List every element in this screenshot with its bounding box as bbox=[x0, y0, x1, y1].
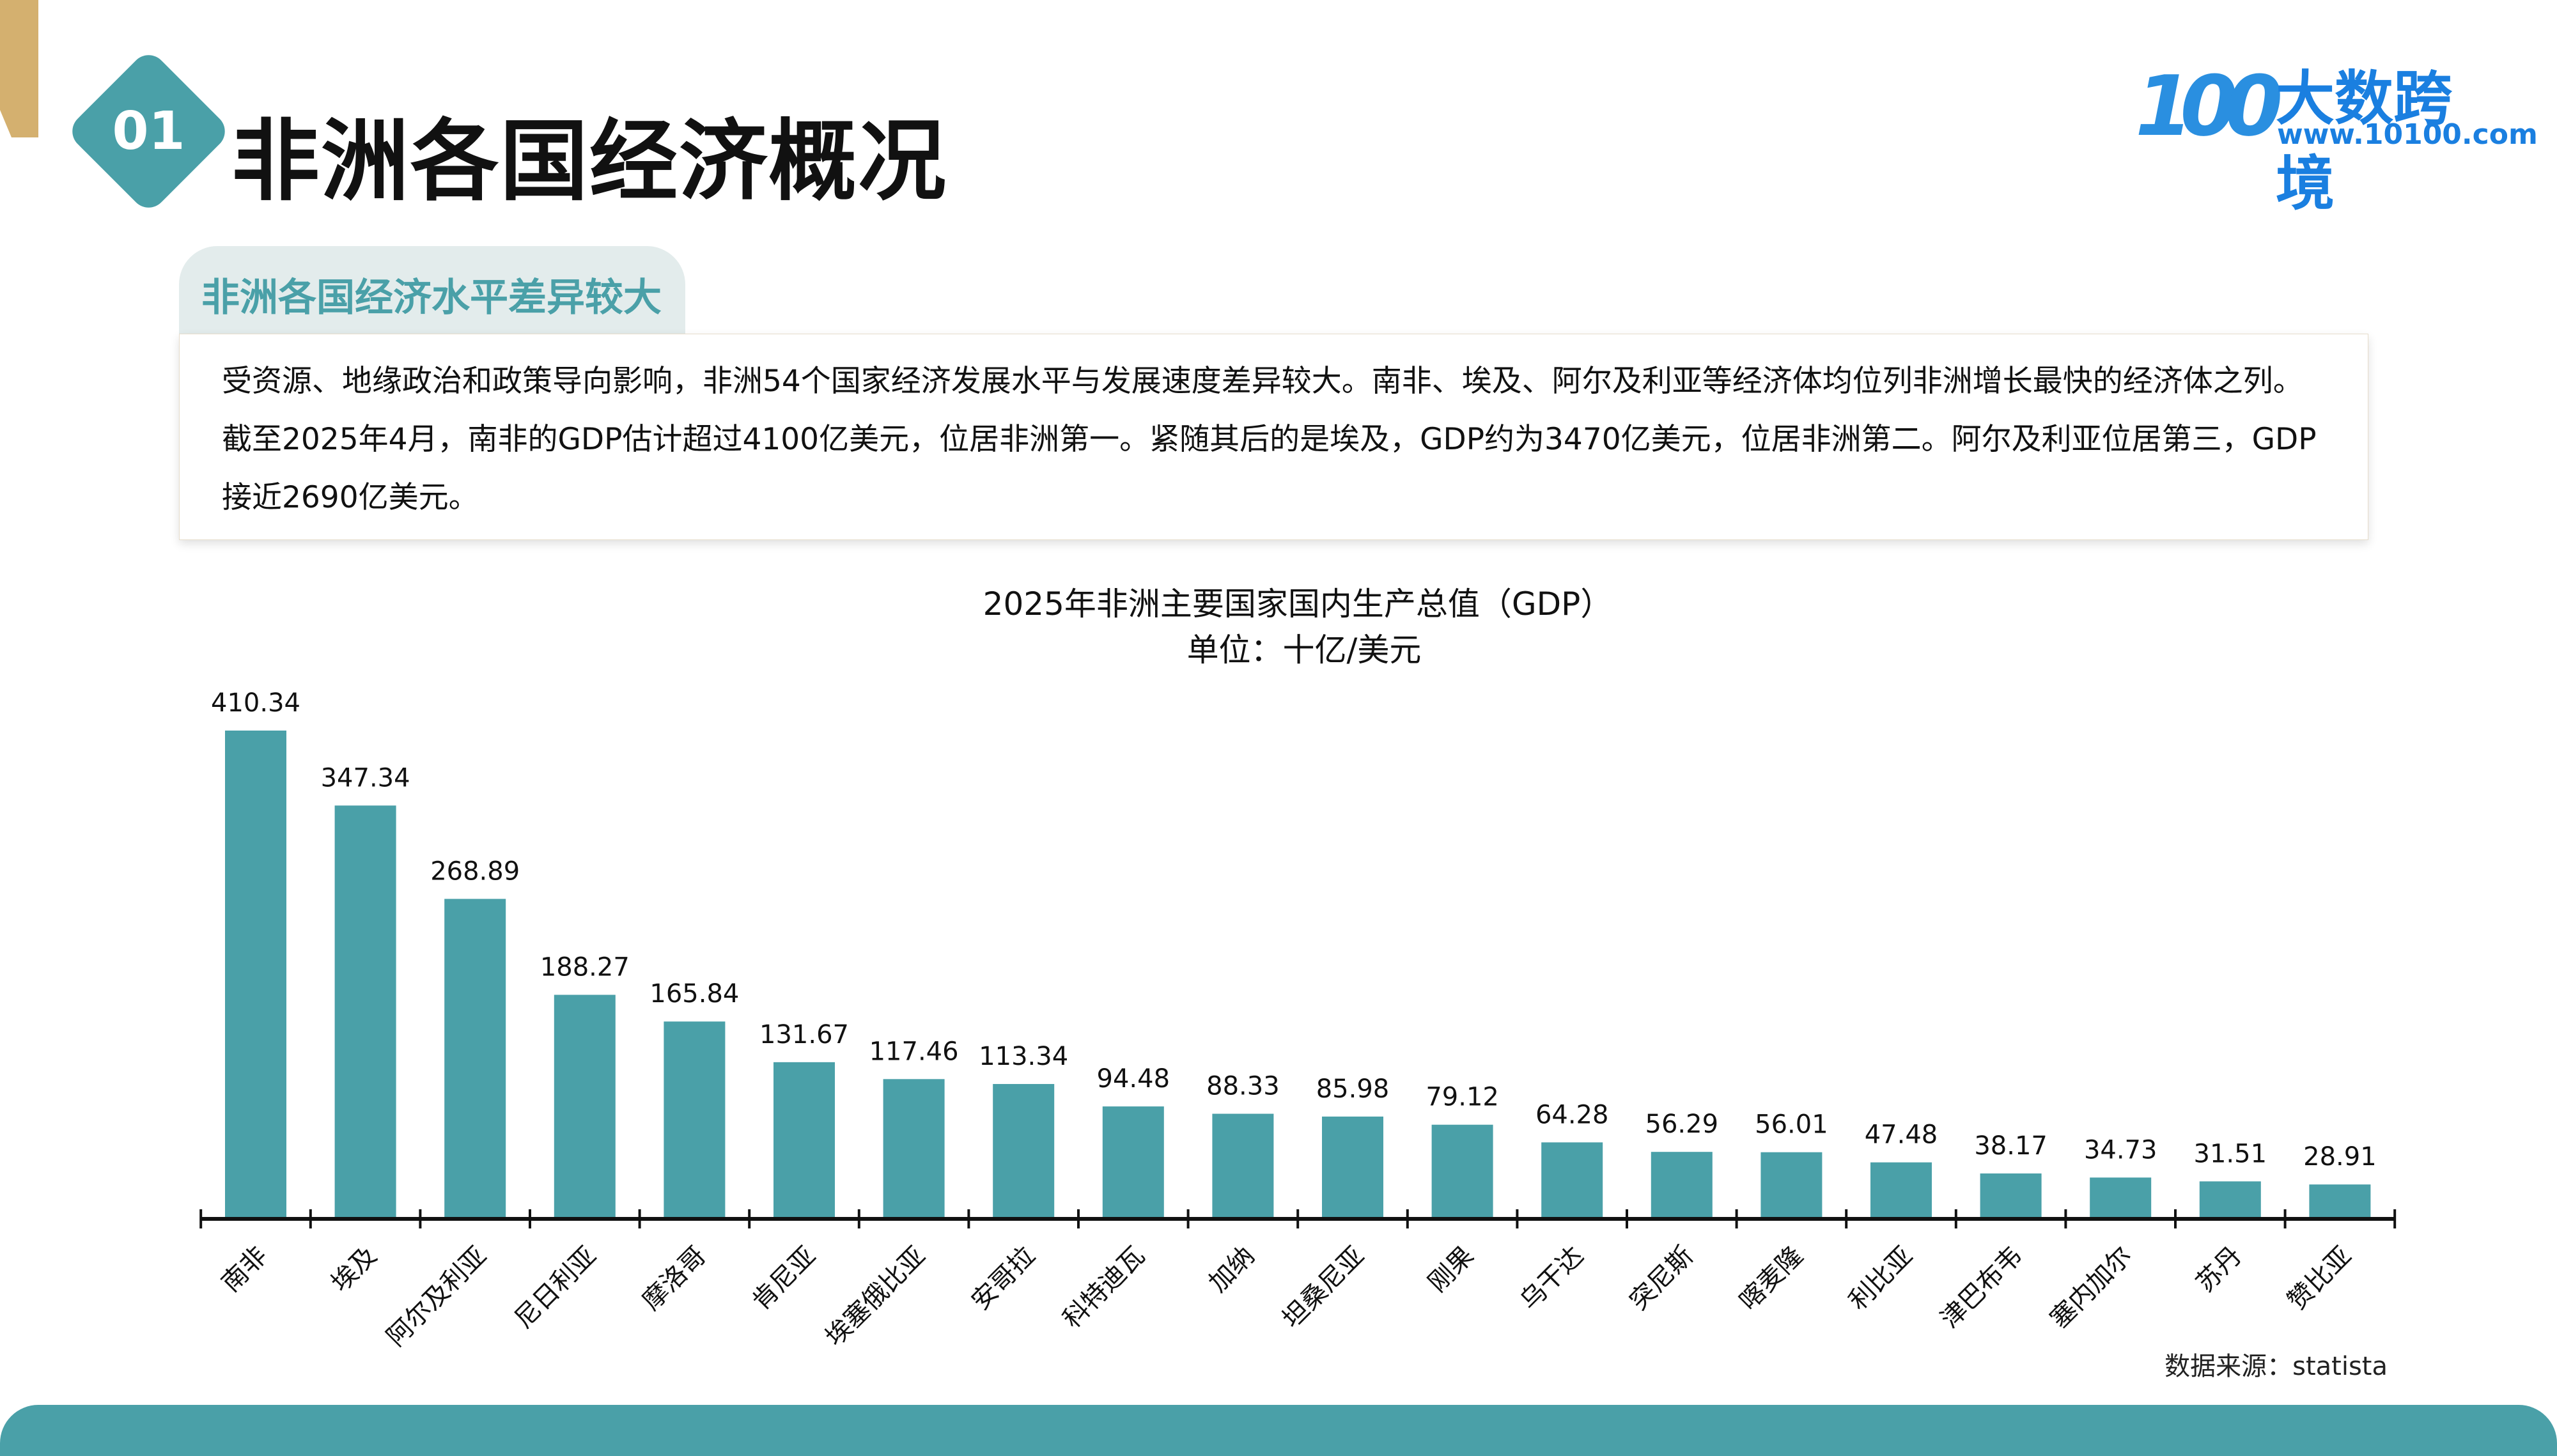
footer-bar bbox=[0, 1405, 2557, 1456]
chart-title: 2025年非洲主要国家国内生产总值（GDP） bbox=[983, 585, 1613, 623]
bar-value-label: 113.34 bbox=[979, 1042, 1068, 1071]
bar-value-label: 28.91 bbox=[2303, 1142, 2377, 1172]
bar bbox=[2090, 1177, 2152, 1219]
bar-value-label: 85.98 bbox=[1316, 1074, 1390, 1104]
bar bbox=[1980, 1173, 2042, 1219]
bar-value-label: 56.29 bbox=[1645, 1110, 1719, 1139]
page-title: 非洲各国经济概况 bbox=[231, 110, 948, 213]
bar-value-label: 131.67 bbox=[759, 1020, 849, 1049]
category-label: 苏丹 bbox=[2191, 1241, 2248, 1298]
bar-value-label: 94.48 bbox=[1097, 1064, 1170, 1094]
bar bbox=[554, 995, 616, 1219]
bar bbox=[2309, 1184, 2371, 1219]
category-label: 南非 bbox=[216, 1241, 273, 1298]
chart-subtitle: 单位：十亿/美元 bbox=[1187, 631, 1422, 669]
bar-value-label: 410.34 bbox=[211, 688, 300, 718]
bar bbox=[664, 1021, 726, 1219]
bar bbox=[773, 1062, 835, 1219]
category-label: 津巴布韦 bbox=[1935, 1241, 2028, 1335]
bar bbox=[1651, 1152, 1713, 1219]
category-label: 喀麦隆 bbox=[1734, 1241, 1808, 1316]
bar bbox=[1212, 1113, 1274, 1219]
bar-value-label: 188.27 bbox=[540, 952, 630, 982]
data-source: 数据来源：statista bbox=[2165, 1352, 2388, 1381]
bar-value-label: 56.01 bbox=[1755, 1110, 1828, 1140]
category-label: 赞比亚 bbox=[2282, 1241, 2357, 1316]
corner-decoration bbox=[0, 0, 38, 137]
bar bbox=[1760, 1152, 1823, 1219]
category-label: 坦桑尼亚 bbox=[1277, 1241, 1370, 1335]
bar bbox=[225, 731, 286, 1219]
category-label: 埃塞俄比亚 bbox=[820, 1241, 931, 1352]
category-label: 安哥拉 bbox=[966, 1241, 1041, 1316]
bar bbox=[993, 1083, 1055, 1219]
category-label: 塞内加尔 bbox=[2045, 1241, 2138, 1335]
logo-url: www.10100.com bbox=[2277, 118, 2538, 151]
bar-value-label: 268.89 bbox=[430, 856, 520, 886]
section-body: 受资源、地缘政治和政策导向影响，非洲54个国家经济发展水平与发展速度差异较大。南… bbox=[179, 334, 2368, 540]
category-label: 科特迪瓦 bbox=[1057, 1241, 1151, 1335]
bar-value-label: 165.84 bbox=[649, 979, 739, 1009]
bar-value-label: 64.28 bbox=[1535, 1100, 1609, 1129]
category-label: 埃及 bbox=[326, 1241, 383, 1298]
category-label: 尼日利亚 bbox=[509, 1241, 602, 1335]
bar bbox=[1431, 1124, 1493, 1219]
logo-name: 大数跨境 bbox=[2276, 65, 2453, 218]
bar-value-label: 117.46 bbox=[869, 1037, 959, 1066]
bar bbox=[883, 1079, 945, 1219]
section-number: 01 bbox=[112, 101, 185, 162]
logo-mark-icon: 100 bbox=[2135, 58, 2283, 155]
bar bbox=[1102, 1106, 1164, 1219]
bar bbox=[1322, 1116, 1383, 1219]
section-tab: 非洲各国经济水平差异较大 bbox=[179, 246, 685, 342]
bar-value-label: 347.34 bbox=[321, 763, 410, 793]
bar bbox=[2199, 1181, 2261, 1219]
bar-value-label: 31.51 bbox=[2194, 1139, 2267, 1168]
bar-value-label: 38.17 bbox=[1974, 1131, 2048, 1161]
bar-value-label: 79.12 bbox=[1426, 1083, 1499, 1112]
bar bbox=[1541, 1142, 1603, 1219]
bar-value-label: 34.73 bbox=[2084, 1135, 2157, 1165]
bar bbox=[334, 805, 396, 1219]
category-label: 突尼斯 bbox=[1624, 1241, 1698, 1316]
category-label: 利比亚 bbox=[1844, 1241, 1918, 1316]
category-label: 摩洛哥 bbox=[637, 1241, 711, 1316]
bar bbox=[444, 899, 506, 1219]
bar bbox=[1870, 1162, 1932, 1219]
category-label: 乌干达 bbox=[1514, 1241, 1589, 1316]
section-tab-label: 非洲各国经济水平差异较大 bbox=[201, 275, 662, 320]
category-label: 肯尼亚 bbox=[747, 1241, 821, 1316]
brand-logo: 100 大数跨境 www.10100.com bbox=[2135, 51, 2538, 218]
category-label: 加纳 bbox=[1203, 1241, 1260, 1298]
category-label: 阿尔及利亚 bbox=[381, 1241, 492, 1352]
bar-value-label: 88.33 bbox=[1206, 1072, 1280, 1101]
bar-value-label: 47.48 bbox=[1865, 1120, 1938, 1150]
category-label: 刚果 bbox=[1423, 1241, 1480, 1298]
